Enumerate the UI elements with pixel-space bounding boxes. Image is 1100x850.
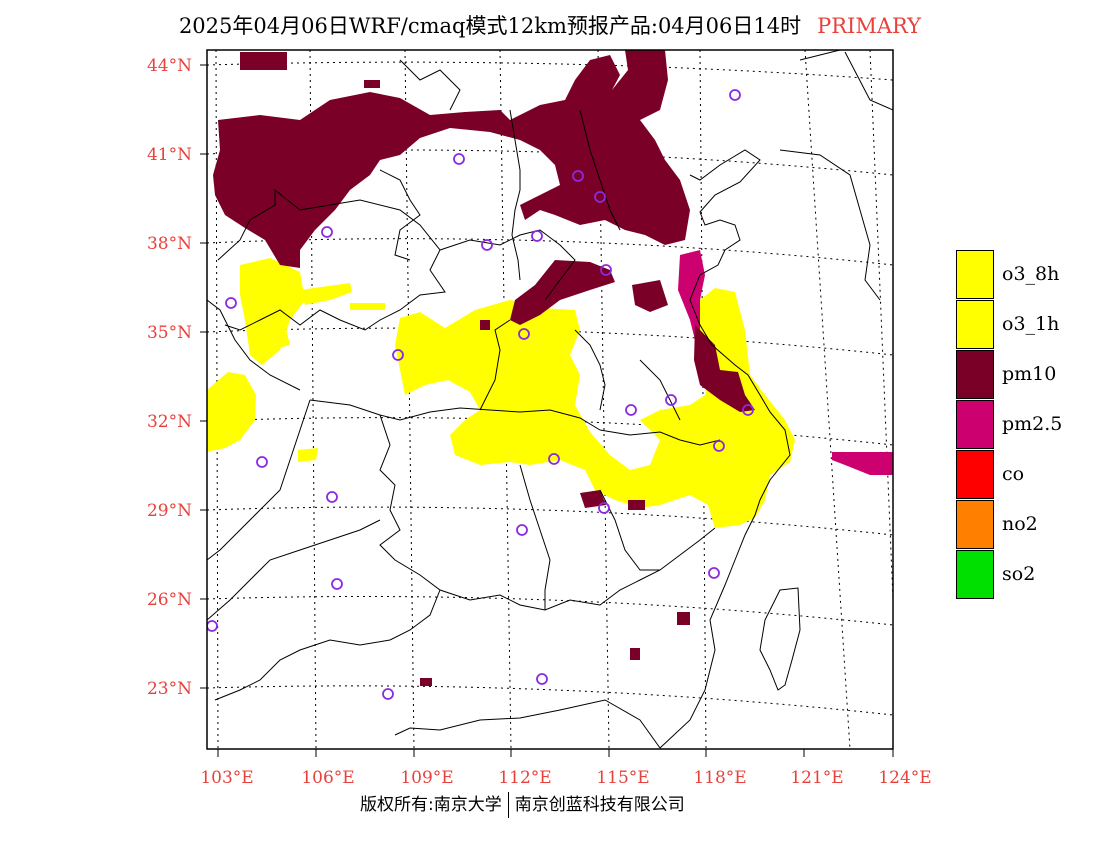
lon-label: 109°E bbox=[400, 768, 453, 788]
station-markers bbox=[207, 89, 754, 700]
legend-label: no2 bbox=[1002, 513, 1038, 535]
legend-item-pm10: pm10 bbox=[956, 349, 1062, 399]
legend-label: o3_1h bbox=[1002, 313, 1060, 335]
copyright-right: 南京创蓝科技有限公司 bbox=[514, 795, 685, 815]
lon-label: 124°E bbox=[878, 768, 931, 788]
primary-tag: PRIMARY bbox=[817, 14, 922, 38]
pollutant-legend: o3_8h o3_1h pm10 pm2.5 co no2 so2 bbox=[956, 249, 1062, 599]
legend-swatch bbox=[956, 249, 994, 299]
lon-label: 103°E bbox=[200, 768, 253, 788]
legend-item-co: co bbox=[956, 449, 1062, 499]
legend-label: so2 bbox=[1002, 563, 1036, 585]
map-frame bbox=[206, 49, 894, 750]
legend-label: pm2.5 bbox=[1002, 413, 1063, 435]
legend-item-o3-8h: o3_8h bbox=[956, 249, 1062, 299]
legend-item-pm25: pm2.5 bbox=[956, 399, 1062, 449]
legend-swatch bbox=[956, 349, 994, 399]
legend-item-so2: so2 bbox=[956, 549, 1062, 599]
lon-label: 115°E bbox=[596, 768, 649, 788]
lat-label: 23°N bbox=[147, 679, 192, 699]
title-text: 2025年04月06日WRF/cmaq模式12km预报产品:04月06日14时 bbox=[178, 14, 802, 38]
lat-label: 38°N bbox=[147, 234, 192, 254]
copyright-left: 版权所有:南京大学 bbox=[360, 795, 502, 815]
legend-swatch bbox=[956, 399, 994, 449]
footer-divider bbox=[507, 792, 509, 818]
lat-label: 35°N bbox=[147, 323, 192, 343]
lon-label: 118°E bbox=[693, 768, 746, 788]
lon-label: 112°E bbox=[498, 768, 551, 788]
lat-label: 32°N bbox=[147, 412, 192, 432]
lat-label: 44°N bbox=[147, 56, 192, 76]
legend-label: o3_8h bbox=[1002, 263, 1060, 285]
legend-item-o3-1h: o3_1h bbox=[956, 299, 1062, 349]
lat-label: 29°N bbox=[147, 501, 192, 521]
legend-swatch bbox=[956, 449, 994, 499]
lat-label: 41°N bbox=[147, 145, 192, 165]
ozone-layer bbox=[207, 258, 795, 528]
legend-swatch bbox=[956, 499, 994, 549]
legend-swatch bbox=[956, 299, 994, 349]
legend-item-no2: no2 bbox=[956, 499, 1062, 549]
legend-swatch bbox=[956, 549, 994, 599]
lat-label: 26°N bbox=[147, 590, 192, 610]
pm10-layer bbox=[213, 50, 755, 686]
map-title: 2025年04月06日WRF/cmaq模式12km预报产品:04月06日14时 P… bbox=[0, 10, 1100, 40]
lon-label: 121°E bbox=[790, 768, 843, 788]
copyright-footer: 版权所有:南京大学 南京创蓝科技有限公司 bbox=[360, 790, 685, 818]
lon-label: 106°E bbox=[301, 768, 354, 788]
boundaries bbox=[207, 50, 893, 749]
legend-label: pm10 bbox=[1002, 363, 1057, 385]
legend-label: co bbox=[1002, 463, 1025, 485]
